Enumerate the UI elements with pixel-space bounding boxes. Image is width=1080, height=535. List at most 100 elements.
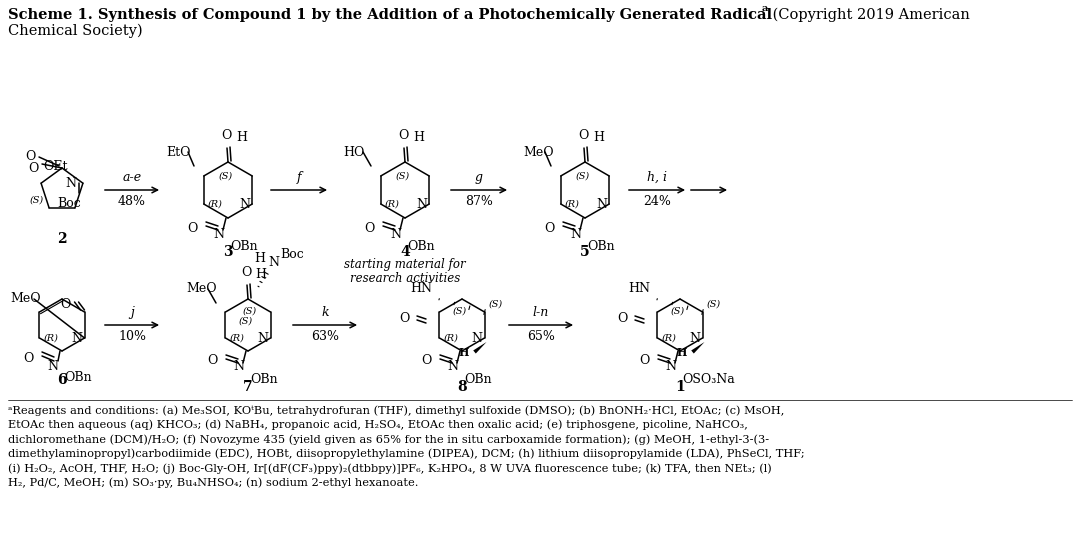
Text: N: N — [472, 332, 483, 345]
Text: ᵃReagents and conditions: (a) Me₃SOI, KOᵗBu, tetrahydrofuran (THF), dimethyl sul: ᵃReagents and conditions: (a) Me₃SOI, KO… — [8, 405, 784, 416]
Text: O: O — [25, 149, 36, 163]
Text: 48%: 48% — [118, 195, 146, 208]
Text: O: O — [397, 129, 408, 142]
Text: O: O — [29, 162, 39, 175]
Text: O: O — [578, 129, 589, 142]
Text: N: N — [416, 197, 428, 210]
Text: f: f — [297, 171, 301, 184]
Text: O: O — [24, 353, 33, 365]
Text: HN: HN — [627, 282, 650, 295]
Text: N: N — [48, 360, 58, 372]
Text: OBn: OBn — [407, 240, 434, 253]
Text: N: N — [240, 197, 251, 210]
Text: 3: 3 — [224, 245, 233, 259]
Text: 8: 8 — [457, 380, 467, 394]
Text: h, i: h, i — [647, 171, 667, 184]
Text: (S): (S) — [243, 307, 257, 316]
Text: N: N — [268, 256, 279, 269]
Text: MeO: MeO — [523, 146, 554, 158]
Text: 4: 4 — [400, 245, 410, 259]
Text: (S): (S) — [396, 172, 410, 180]
Text: OBn: OBn — [464, 373, 491, 386]
Text: OBn: OBn — [249, 373, 278, 386]
Text: N: N — [689, 332, 701, 345]
Text: H: H — [255, 268, 266, 281]
Text: EtOAc then aqueous (aq) KHCO₃; (d) NaBH₄, propanoic acid, H₂SO₄, EtOAc then oxal: EtOAc then aqueous (aq) KHCO₃; (d) NaBH₄… — [8, 419, 747, 430]
Text: N: N — [596, 197, 607, 210]
Text: 63%: 63% — [311, 330, 339, 343]
Text: g: g — [475, 171, 483, 184]
Text: (R): (R) — [661, 333, 676, 342]
Text: 6: 6 — [57, 373, 67, 387]
Text: H: H — [676, 347, 687, 357]
Text: j: j — [130, 306, 134, 319]
Text: H: H — [237, 131, 247, 144]
Text: 7: 7 — [243, 380, 253, 394]
Text: H₂, Pd/C, MeOH; (m) SO₃·py, Bu₄NHSO₄; (n) sodium 2-ethyl hexanoate.: H₂, Pd/C, MeOH; (m) SO₃·py, Bu₄NHSO₄; (n… — [8, 478, 419, 488]
Text: O: O — [365, 221, 375, 234]
Text: (R): (R) — [565, 200, 580, 209]
Text: HO: HO — [343, 146, 364, 158]
Text: (S): (S) — [219, 172, 233, 180]
Text: (S): (S) — [671, 307, 685, 316]
Text: O: O — [241, 266, 252, 279]
Text: MeO: MeO — [10, 293, 41, 305]
Text: (R): (R) — [207, 200, 222, 209]
Text: HN: HN — [410, 282, 432, 295]
Text: H: H — [255, 252, 266, 265]
Text: Boc: Boc — [280, 248, 303, 261]
Text: OSO₃Na: OSO₃Na — [681, 373, 734, 386]
Text: a: a — [762, 4, 768, 13]
Text: O: O — [220, 129, 231, 142]
Text: N: N — [665, 361, 676, 373]
Text: (i) H₂O₂, AcOH, THF, H₂O; (j) Boc-Gly-OH, Ir[(dF(CF₃)ppy)₂(dtbbpy)]PF₆, K₂HPO₄, : (i) H₂O₂, AcOH, THF, H₂O; (j) Boc-Gly-OH… — [8, 463, 772, 473]
Text: (R): (R) — [43, 333, 58, 342]
Text: OBn: OBn — [230, 240, 258, 253]
Text: N: N — [213, 227, 224, 241]
Text: (S): (S) — [30, 195, 44, 204]
Text: dichloromethane (DCM)/H₂O; (f) Novozyme 435 (yield given as 65% for the in situ : dichloromethane (DCM)/H₂O; (f) Novozyme … — [8, 434, 769, 445]
Polygon shape — [473, 342, 486, 354]
Text: (S): (S) — [706, 300, 720, 309]
Text: N: N — [447, 361, 458, 373]
Text: 24%: 24% — [643, 195, 671, 208]
Text: O: O — [544, 221, 555, 234]
Text: N: N — [65, 177, 76, 190]
Text: OBn: OBn — [64, 371, 92, 384]
Text: 10%: 10% — [118, 330, 146, 343]
Text: 87%: 87% — [465, 195, 492, 208]
Polygon shape — [691, 342, 704, 354]
Text: N: N — [71, 332, 82, 345]
Text: (S): (S) — [488, 300, 502, 309]
Text: (Copyright 2019 American: (Copyright 2019 American — [768, 8, 970, 22]
Text: N: N — [390, 227, 401, 241]
Text: O: O — [421, 355, 432, 368]
Text: OEt: OEt — [43, 160, 68, 173]
Text: (R): (R) — [384, 200, 400, 209]
Text: MeO: MeO — [186, 282, 217, 295]
Text: research activities: research activities — [350, 272, 460, 285]
Text: Scheme 1. Synthesis of Compound 1 by the Addition of a Photochemically Generated: Scheme 1. Synthesis of Compound 1 by the… — [8, 8, 772, 22]
Text: a-e: a-e — [122, 171, 141, 184]
Text: O: O — [188, 221, 198, 234]
Text: N: N — [257, 332, 269, 345]
Text: Boc: Boc — [57, 197, 81, 210]
Text: starting material for: starting material for — [345, 258, 465, 271]
Text: N: N — [233, 361, 244, 373]
Text: l-n: l-n — [532, 306, 549, 319]
Text: 2: 2 — [57, 232, 67, 246]
Text: 1: 1 — [675, 380, 685, 394]
Text: (R): (R) — [444, 333, 458, 342]
Text: H: H — [593, 131, 604, 144]
Text: (R): (R) — [229, 333, 244, 342]
Text: O: O — [60, 297, 70, 310]
Text: O: O — [639, 355, 650, 368]
Text: O: O — [207, 355, 218, 368]
Text: k: k — [321, 306, 328, 319]
Text: H: H — [413, 131, 424, 144]
Text: H: H — [458, 347, 469, 357]
Text: 5: 5 — [580, 245, 590, 259]
Text: N: N — [570, 227, 581, 241]
Text: O: O — [400, 312, 410, 325]
Text: (S): (S) — [239, 317, 253, 325]
